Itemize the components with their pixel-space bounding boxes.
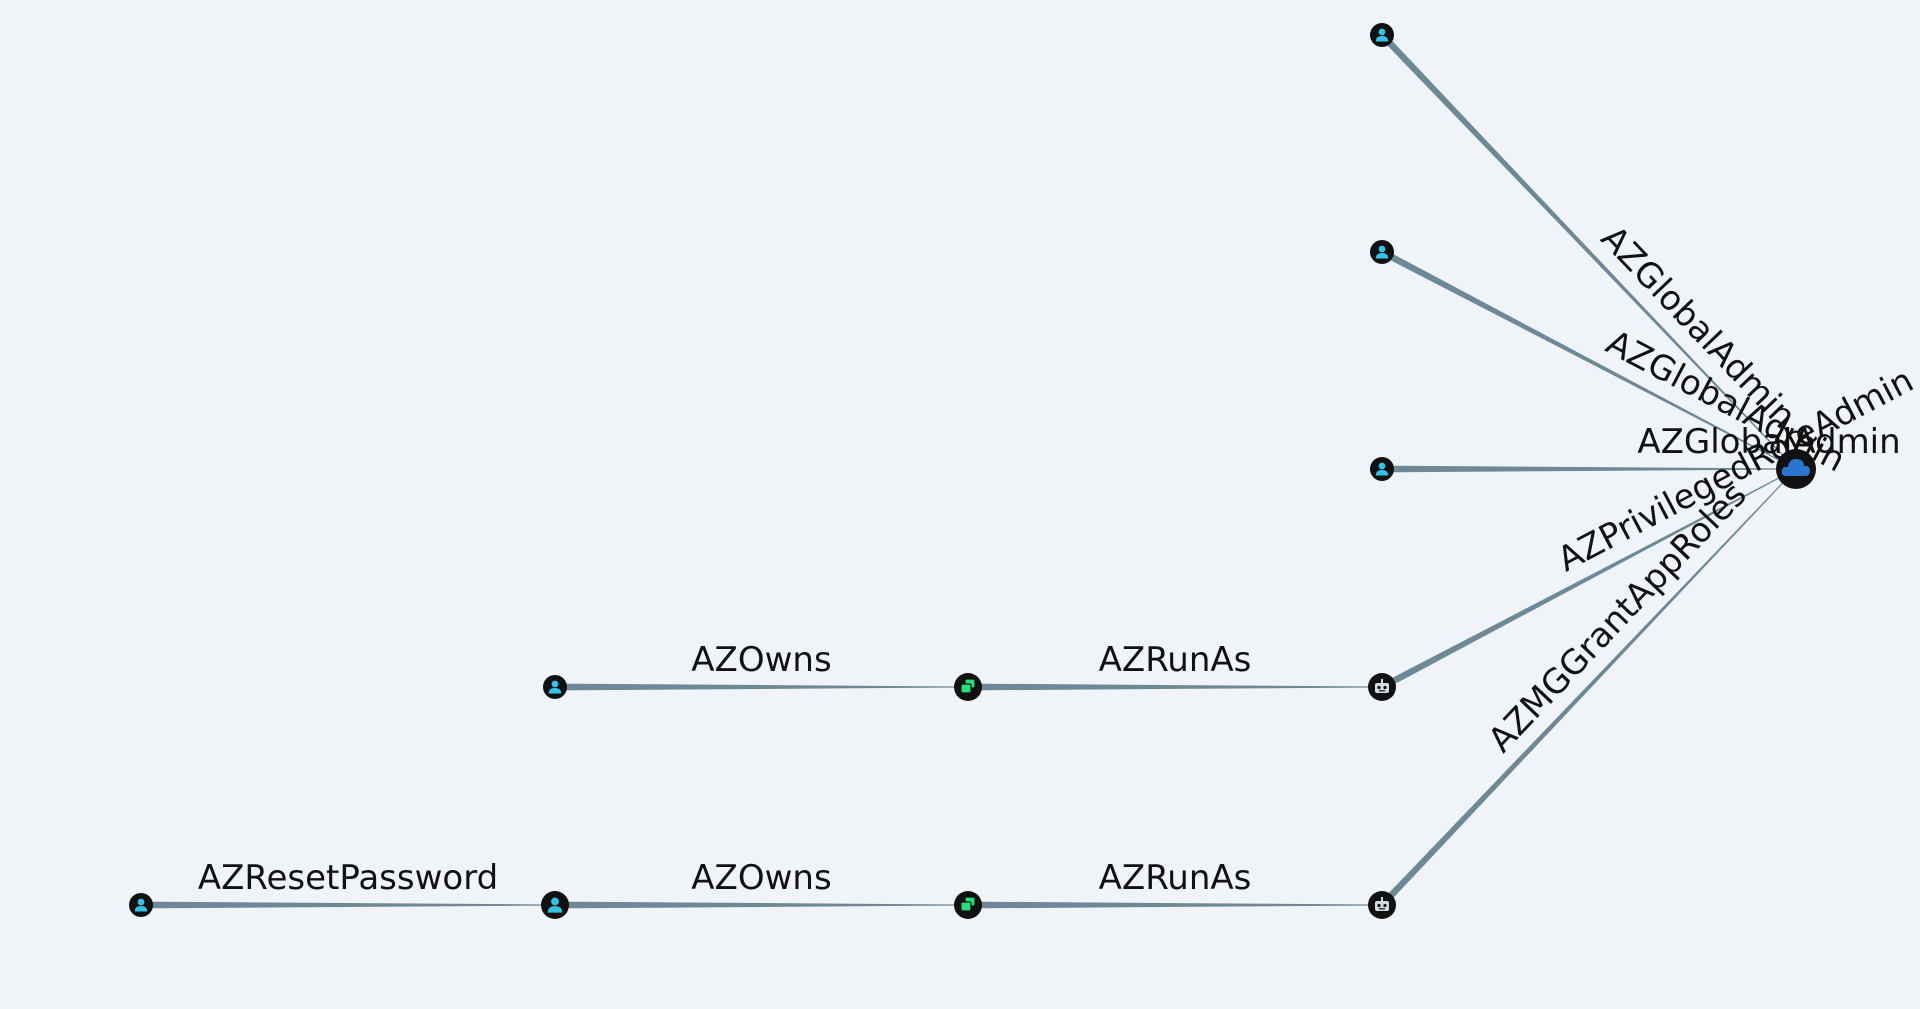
node-tenant-tenant[interactable] <box>1776 449 1816 489</box>
user-icon <box>548 680 562 694</box>
edge-labels-layer: AZGlobalAdminAZGlobalAdminAZGlobalAdminA… <box>198 218 1920 898</box>
node-user-u5[interactable] <box>129 893 153 917</box>
user-icon <box>547 897 563 913</box>
nodes-layer <box>129 23 1816 919</box>
edge-label-e7: AZRunAs <box>1099 640 1252 680</box>
app-icon <box>960 896 976 912</box>
cloud-icon <box>1781 459 1810 476</box>
node-user-u1[interactable] <box>1370 23 1394 47</box>
edge-line-e6[interactable] <box>555 683 968 691</box>
node-app-app1[interactable] <box>954 673 982 701</box>
robot-icon <box>1375 897 1389 911</box>
edge-line-e1[interactable] <box>1379 32 1797 470</box>
robot-icon <box>1375 679 1389 693</box>
edge-label-e8: AZResetPassword <box>198 858 498 898</box>
edge-line-e7[interactable] <box>968 683 1382 691</box>
user-icon <box>1375 462 1389 476</box>
user-icon <box>134 898 148 912</box>
edge-line-e2[interactable] <box>1380 248 1797 470</box>
node-user-u6[interactable] <box>541 891 569 919</box>
user-icon <box>1375 28 1389 42</box>
edge-line-e3[interactable] <box>1382 465 1796 473</box>
user-icon <box>1375 245 1389 259</box>
edge-label-e10: AZRunAs <box>1099 858 1252 898</box>
app-icon <box>960 678 976 694</box>
node-user-u4[interactable] <box>543 675 567 699</box>
node-user-u3[interactable] <box>1370 457 1394 481</box>
edges-layer <box>141 32 1797 909</box>
node-user-u2[interactable] <box>1370 240 1394 264</box>
node-service-principal-sp2[interactable] <box>1368 891 1396 919</box>
edge-label-e6: AZOwns <box>691 640 831 680</box>
node-app-app2[interactable] <box>954 891 982 919</box>
edge-line-e4[interactable] <box>1380 468 1797 691</box>
edge-line-e10[interactable] <box>968 901 1382 909</box>
edge-line-e5[interactable] <box>1379 468 1797 908</box>
edge-label-e9: AZOwns <box>691 858 831 898</box>
edge-label-e3: AZGlobalAdmin <box>1637 422 1900 462</box>
node-service-principal-sp1[interactable] <box>1368 673 1396 701</box>
edge-line-e8[interactable] <box>141 901 555 909</box>
edge-line-e9[interactable] <box>555 901 968 909</box>
